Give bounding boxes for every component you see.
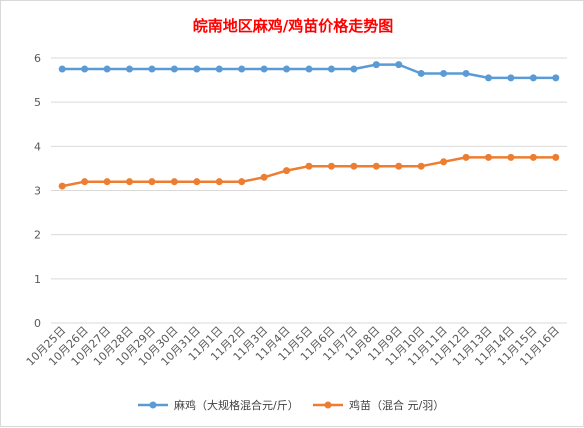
data-point	[215, 65, 223, 73]
data-point	[305, 65, 313, 73]
data-point	[552, 74, 560, 82]
data-point	[507, 74, 515, 82]
y-axis-ticks: 0 1 2 3 4 5 6	[34, 52, 41, 330]
data-point	[148, 65, 156, 73]
data-point	[440, 69, 448, 77]
data-point	[148, 178, 156, 186]
y-tick-label: 5	[34, 96, 41, 109]
data-point	[440, 158, 448, 166]
data-point	[193, 178, 201, 186]
series-line	[61, 156, 556, 188]
data-point	[193, 65, 201, 73]
data-point	[260, 65, 268, 73]
data-point	[58, 182, 66, 190]
data-point	[372, 61, 380, 69]
y-tick-label: 1	[34, 273, 41, 286]
x-axis-ticks: 10月25日10月26日10月27日10月28日10月29日10月30日10月3…	[24, 324, 562, 369]
data-point	[327, 65, 335, 73]
data-point	[529, 74, 537, 82]
y-tick-label: 4	[34, 140, 41, 153]
data-point	[484, 153, 492, 161]
chart-title: 皖南地区麻鸡/鸡苗价格走势图	[193, 17, 393, 35]
data-point	[103, 65, 111, 73]
y-tick-label: 2	[34, 229, 41, 242]
data-point	[238, 178, 246, 186]
data-point	[238, 65, 246, 73]
data-point	[126, 178, 134, 186]
data-point	[305, 162, 313, 170]
data-point	[103, 178, 111, 186]
legend-label: 鸡苗（混合 元/羽）	[349, 398, 444, 412]
data-point	[507, 153, 515, 161]
data-point	[462, 69, 470, 77]
y-tick-label: 6	[34, 52, 41, 65]
data-point	[283, 65, 291, 73]
legend-marker	[324, 401, 332, 409]
data-point	[529, 153, 537, 161]
data-point	[283, 167, 291, 175]
data-point	[417, 162, 425, 170]
y-tick-label: 3	[34, 185, 41, 198]
series-2	[58, 153, 560, 190]
data-point	[417, 69, 425, 77]
data-point	[327, 162, 335, 170]
legend: 麻鸡（大规格混合元/斤） 鸡苗（混合 元/羽）	[138, 398, 444, 412]
data-point	[462, 153, 470, 161]
legend-item: 鸡苗（混合 元/羽）	[313, 398, 444, 412]
series-group	[58, 61, 560, 190]
data-point	[260, 173, 268, 181]
data-point	[372, 162, 380, 170]
y-tick-label: 0	[34, 317, 41, 330]
data-point	[170, 178, 178, 186]
data-point	[350, 65, 358, 73]
data-point	[170, 65, 178, 73]
data-point	[395, 61, 403, 69]
data-point	[215, 178, 223, 186]
data-point	[350, 162, 358, 170]
legend-marker	[149, 401, 157, 409]
data-point	[81, 178, 89, 186]
data-point	[484, 74, 492, 82]
legend-label: 麻鸡（大规格混合元/斤）	[174, 398, 299, 412]
data-point	[552, 153, 560, 161]
data-point	[81, 65, 89, 73]
data-point	[58, 65, 66, 73]
gridlines	[51, 57, 567, 324]
legend-item: 麻鸡（大规格混合元/斤）	[138, 398, 299, 412]
data-point	[395, 162, 403, 170]
data-point	[126, 65, 134, 73]
series-1	[58, 61, 560, 82]
